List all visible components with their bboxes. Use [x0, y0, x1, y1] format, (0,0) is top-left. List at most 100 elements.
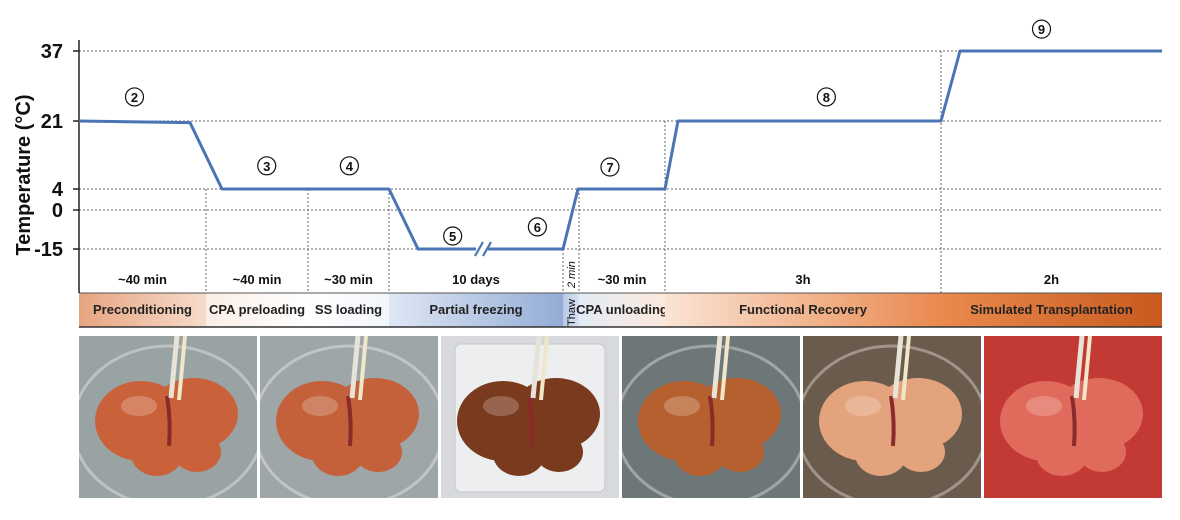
dish-rim [803, 344, 981, 498]
vessel [1070, 395, 1077, 447]
cannula-tube [901, 336, 911, 401]
y-axis: Temperature (°C) 37 21 40 -15 [13, 40, 80, 293]
organ-highlight [1026, 396, 1062, 416]
organ-lobe [354, 432, 402, 472]
y-tick-label: 37 [41, 41, 63, 63]
cannula-tube [168, 336, 180, 399]
photo-simulated-transplantation [984, 336, 1162, 498]
step-marker [124, 87, 145, 107]
phase-label: Partial freezing [429, 302, 522, 317]
organ-highlight [121, 396, 157, 416]
phase-band-segment [79, 293, 206, 327]
organ-highlight [664, 396, 700, 416]
vessel [346, 395, 353, 447]
phase-band-segment [563, 293, 579, 327]
temperature-timeline-chart: Preconditioning CPA preloading SS loading P… [13, 19, 1163, 328]
cannula-tube [892, 336, 904, 399]
cannula-tube [1082, 336, 1092, 401]
y-tick-label: 0 [52, 200, 63, 222]
step-number: 9 [1038, 22, 1045, 37]
phase-band-segment [206, 293, 308, 327]
organ-photo-illustration [622, 336, 800, 498]
step-marker [339, 156, 359, 176]
organ-lobe [897, 432, 945, 472]
y-tick-label: 21 [41, 111, 63, 133]
phase-label: Preconditioning [93, 302, 192, 317]
dish-rim [260, 344, 438, 498]
step-marker [443, 226, 463, 246]
temperature-series [78, 49, 1163, 257]
step-number: 7 [606, 160, 613, 175]
cannula-tube [530, 336, 542, 399]
photo-functional-recovery [803, 336, 981, 498]
step-number: 2 [131, 90, 138, 105]
duration-labels: ~40 min ~40 min ~30 min 10 days 2 min ~30 min… [118, 261, 1059, 289]
vessel [165, 395, 172, 447]
photo-cpa-unloading [622, 336, 800, 498]
step-number: 6 [534, 220, 541, 235]
organ-photo-illustration [260, 336, 438, 498]
step-marker [816, 87, 836, 107]
axis-break-mark [482, 241, 492, 257]
phase-label: Thaw [566, 299, 578, 326]
phase-band-segment [579, 293, 665, 327]
phase-band-segment [389, 293, 563, 327]
vessel [527, 395, 534, 447]
step-number: 5 [449, 229, 456, 244]
duration-label: ~30 min [598, 272, 647, 287]
step-number: 3 [263, 159, 270, 174]
vessel [889, 395, 896, 447]
step-marker [527, 217, 548, 237]
duration-label: 3h [795, 272, 810, 287]
y-axis-label: Temperature (°C) [13, 95, 35, 256]
step-markers: 2 3 4 5 6 7 8 9 [124, 19, 1052, 246]
temperature-line [78, 49, 1162, 251]
phase-label: Functional Recovery [739, 302, 868, 317]
organ-photo-illustration [984, 336, 1162, 498]
phase-band-segment [308, 293, 389, 327]
organ-lobe [173, 432, 221, 472]
axis-break-mark [474, 241, 484, 257]
organ-highlight [302, 396, 338, 416]
organ-lobe [1078, 432, 1126, 472]
organ-photo-illustration [441, 336, 619, 498]
cannula-tube [177, 336, 187, 401]
duration-label: 2h [1044, 272, 1059, 287]
step-marker [1031, 19, 1052, 39]
phase-label: SS loading [315, 302, 382, 317]
step-marker [257, 156, 277, 176]
step-number: 4 [346, 159, 354, 174]
axis-break-gap [476, 245, 488, 253]
cannula-tube [358, 336, 368, 401]
organ-highlight [483, 396, 519, 416]
cannula-tube [1073, 336, 1085, 399]
cannula-tube [711, 336, 723, 399]
organ-photo-illustration [79, 336, 257, 498]
organ-lobe [535, 432, 583, 472]
cannula-tube [720, 336, 730, 401]
phase-band-segment [665, 293, 941, 327]
phase-label: CPA preloading [209, 302, 305, 317]
phase-band: Preconditioning CPA preloading SS loading P… [79, 292, 1162, 328]
phase-label: Simulated Transplantation [970, 302, 1133, 317]
phase-band-segment [941, 293, 1162, 327]
dish-rim [622, 344, 800, 498]
y-tick-label: -15 [34, 239, 63, 261]
grid-lines [79, 50, 1162, 293]
cannula-tube [539, 336, 549, 401]
organ-highlight [845, 396, 881, 416]
phase-label: CPA unloading [576, 302, 668, 317]
photo-cpa-preloading [260, 336, 438, 498]
duration-label: ~40 min [118, 272, 167, 287]
photo-preconditioning [79, 336, 257, 498]
organ-photo-illustration [803, 336, 981, 498]
duration-label: ~30 min [324, 272, 373, 287]
dish-rim [79, 344, 257, 498]
duration-label: 2 min [566, 261, 578, 289]
duration-label: ~40 min [233, 272, 282, 287]
organ-lobe [716, 432, 764, 472]
photo-strip [79, 336, 1162, 498]
photo-partial-freezing [441, 336, 619, 498]
cannula-tube [349, 336, 361, 399]
vessel [708, 395, 715, 447]
